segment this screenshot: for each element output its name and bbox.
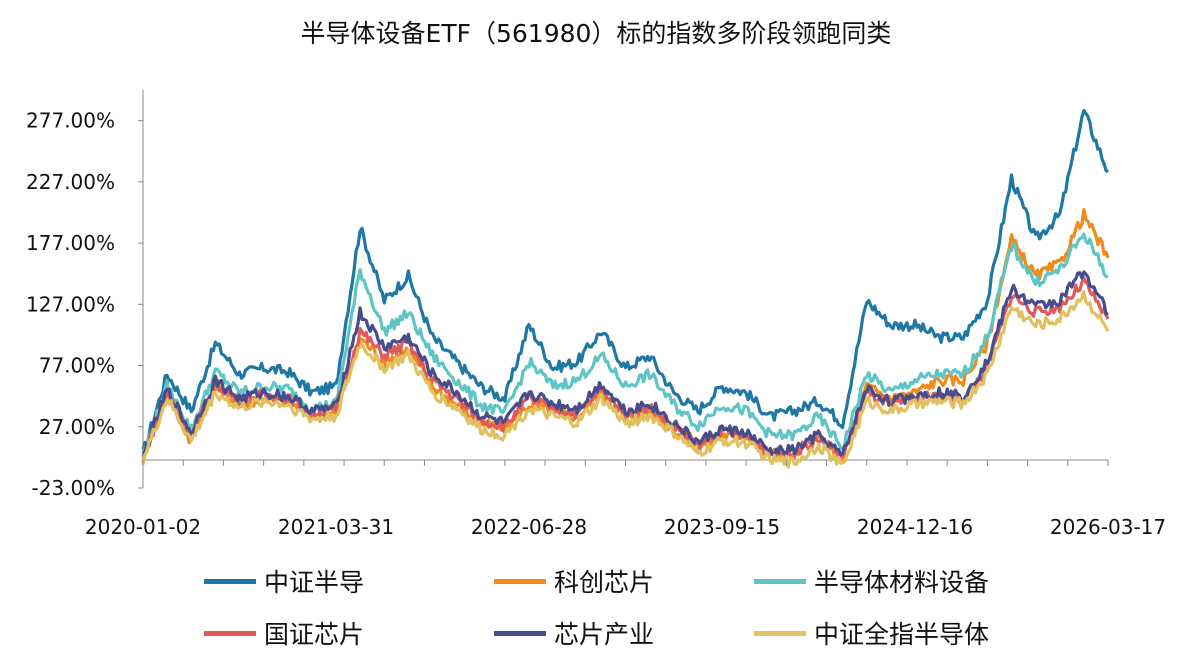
legend-item: 芯片产业 — [494, 618, 655, 649]
x-tick-label: 2020-01-02 — [85, 515, 201, 539]
y-tick-label: 227.00% — [26, 170, 115, 194]
x-tick-label: 2023-09-15 — [664, 515, 780, 539]
x-axis-ticks: 2020-01-02 2021-03-31 2022-06-28 2023-09-15… — [85, 460, 1166, 539]
y-tick-label: 77.00% — [39, 354, 115, 378]
series-lines — [141, 108, 1110, 469]
y-tick-label: 277.00% — [26, 109, 115, 133]
series-line-6 — [141, 289, 1110, 469]
legend-swatch — [494, 578, 546, 584]
legend-label: 芯片产业 — [554, 620, 655, 649]
legend-swatch — [754, 578, 806, 584]
y-tick-label: -23.00% — [32, 476, 115, 500]
legend-label: 半导体材料设备 — [814, 568, 990, 597]
x-tick-label: 2024-12-16 — [857, 515, 973, 539]
legend-swatch — [494, 630, 546, 636]
legend-item: 中证全指半导体 — [754, 618, 990, 649]
legend-item: 中证半导 — [204, 566, 365, 597]
legend-label: 国证芯片 — [264, 620, 365, 649]
legend-swatch — [204, 630, 256, 636]
axes — [142, 90, 1108, 488]
legend-label: 中证全指半导体 — [814, 620, 990, 649]
x-tick-label: 2026-03-17 — [1050, 515, 1166, 539]
y-axis-ticks: 277.00% 227.00% 177.00% 127.00% 77.00% 27.00%… — [26, 109, 143, 500]
chart-title: 半导体设备ETF（561980）标的指数多阶段领跑同类 — [300, 19, 892, 48]
legend-label: 中证半导 — [264, 568, 365, 597]
y-tick-label: 177.00% — [26, 231, 115, 255]
x-tick-label: 2022-06-28 — [471, 515, 587, 539]
legend-item: 科创芯片 — [494, 566, 655, 597]
legend-swatch — [204, 578, 256, 584]
series-line-1 — [141, 108, 1110, 450]
x-tick-label: 2021-03-31 — [278, 515, 394, 539]
legend-item: 国证芯片 — [204, 618, 365, 649]
y-tick-label: 127.00% — [26, 292, 115, 316]
y-tick-label: 27.00% — [39, 415, 115, 439]
legend-swatch — [754, 630, 806, 636]
legend-item: 半导体材料设备 — [754, 566, 990, 597]
legend-label: 科创芯片 — [554, 568, 655, 597]
series-line-5 — [141, 270, 1109, 458]
